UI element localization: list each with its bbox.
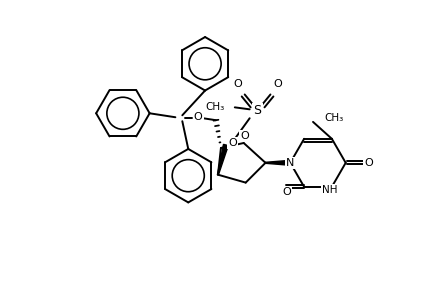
Text: S: S xyxy=(253,104,262,117)
Text: N: N xyxy=(286,158,294,168)
Text: O: O xyxy=(229,138,237,148)
Text: O: O xyxy=(241,131,249,141)
Text: O: O xyxy=(194,112,202,122)
Text: CH₃: CH₃ xyxy=(205,102,225,112)
Text: CH₃: CH₃ xyxy=(324,113,343,123)
Text: O: O xyxy=(364,158,373,168)
Text: O: O xyxy=(233,79,242,89)
Text: O: O xyxy=(273,79,282,89)
Text: O: O xyxy=(282,187,291,197)
Polygon shape xyxy=(217,144,228,175)
Polygon shape xyxy=(265,160,290,165)
Text: NH: NH xyxy=(322,185,338,195)
